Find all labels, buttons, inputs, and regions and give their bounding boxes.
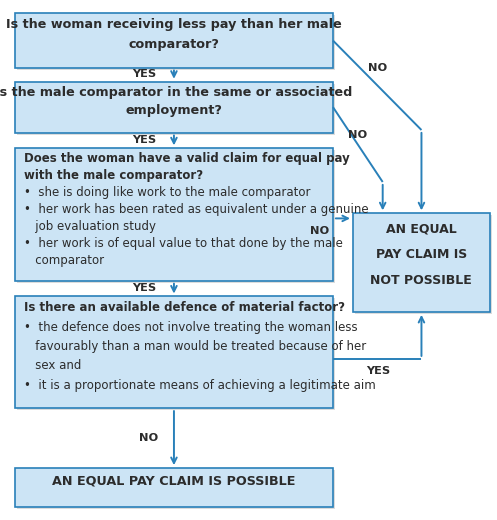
Text: sex and: sex and	[24, 359, 81, 372]
FancyBboxPatch shape	[15, 13, 333, 68]
Text: NO: NO	[140, 433, 159, 443]
Text: NO: NO	[348, 130, 367, 140]
Text: Is there an available defence of material factor?: Is there an available defence of materia…	[24, 302, 345, 315]
FancyBboxPatch shape	[17, 84, 335, 135]
FancyBboxPatch shape	[15, 468, 333, 507]
Text: with the male comparator?: with the male comparator?	[24, 169, 203, 182]
Text: •  her work has been rated as equivalent under a genuine: • her work has been rated as equivalent …	[24, 203, 368, 216]
Text: •  her work is of equal value to that done by the male: • her work is of equal value to that don…	[24, 237, 343, 250]
FancyBboxPatch shape	[17, 470, 335, 509]
Text: comparator?: comparator?	[129, 37, 219, 50]
FancyBboxPatch shape	[15, 148, 333, 281]
Text: job evaluation study: job evaluation study	[24, 220, 156, 233]
Text: Does the woman have a valid claim for equal pay: Does the woman have a valid claim for eq…	[24, 152, 349, 165]
Text: PAY CLAIM IS: PAY CLAIM IS	[376, 249, 467, 261]
Text: •  the defence does not involve treating the woman less: • the defence does not involve treating …	[24, 321, 357, 334]
FancyBboxPatch shape	[355, 215, 492, 314]
FancyBboxPatch shape	[353, 213, 490, 312]
Text: employment?: employment?	[126, 104, 222, 118]
FancyBboxPatch shape	[17, 150, 335, 283]
FancyBboxPatch shape	[15, 296, 333, 408]
Text: AN EQUAL PAY CLAIM IS POSSIBLE: AN EQUAL PAY CLAIM IS POSSIBLE	[52, 474, 296, 488]
Text: •  she is doing like work to the male comparator: • she is doing like work to the male com…	[24, 186, 310, 199]
FancyBboxPatch shape	[17, 298, 335, 410]
Text: YES: YES	[132, 135, 156, 145]
Text: YES: YES	[132, 69, 156, 79]
Text: •  it is a proportionate means of achieving a legitimate aim: • it is a proportionate means of achievi…	[24, 379, 376, 392]
Text: NOT POSSIBLE: NOT POSSIBLE	[370, 275, 472, 287]
FancyBboxPatch shape	[17, 15, 335, 70]
Text: NO: NO	[311, 226, 330, 237]
Text: comparator: comparator	[24, 254, 104, 267]
Text: Is the male comparator in the same or associated: Is the male comparator in the same or as…	[0, 86, 353, 99]
Text: favourably than a man would be treated because of her: favourably than a man would be treated b…	[24, 340, 366, 353]
Text: NO: NO	[368, 62, 387, 73]
Text: AN EQUAL: AN EQUAL	[386, 223, 457, 235]
Text: Is the woman receiving less pay than her male: Is the woman receiving less pay than her…	[6, 18, 342, 31]
FancyBboxPatch shape	[15, 82, 333, 133]
Text: YES: YES	[366, 366, 390, 376]
Text: YES: YES	[132, 282, 156, 293]
